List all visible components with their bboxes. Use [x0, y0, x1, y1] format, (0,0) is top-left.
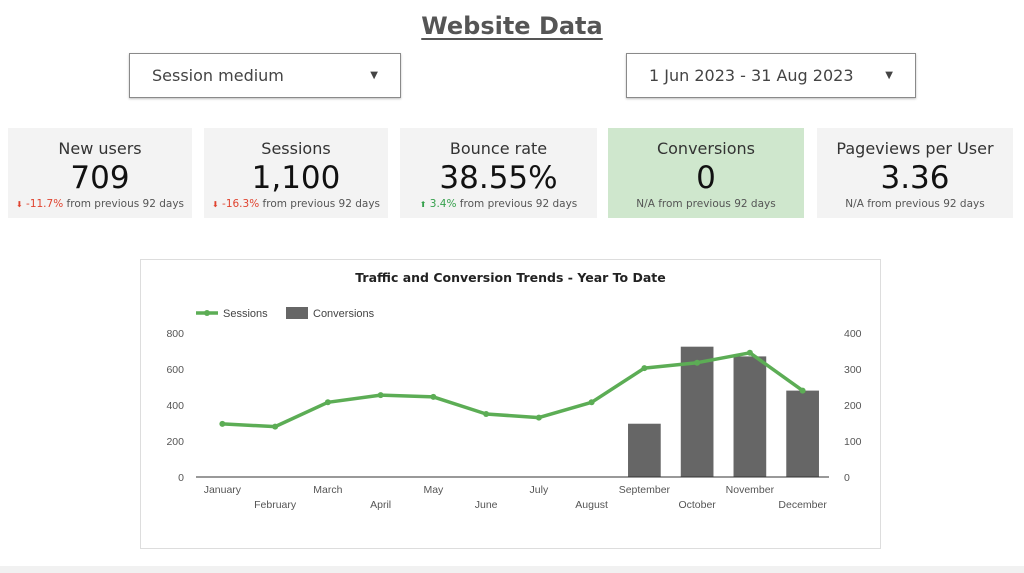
y-right-tick-label: 200 — [844, 400, 862, 412]
scorecard-label: Sessions — [261, 139, 331, 158]
sessions-point — [377, 392, 384, 399]
x-tick-label: May — [423, 484, 444, 496]
chart-title: Traffic and Conversion Trends - Year To … — [355, 270, 666, 285]
y-right-tick-label: 0 — [844, 472, 850, 484]
delta-suffix: from previous 92 days — [66, 198, 185, 211]
conversions-bar — [680, 346, 714, 477]
scorecard-label: Pageviews per User — [836, 139, 994, 158]
x-tick-label: March — [313, 484, 342, 496]
scorecard-bounce-rate: Bounce rate 38.55% ⬆ 3.4% from previous … — [400, 128, 597, 218]
sessions-point — [799, 387, 806, 394]
arrow-down-icon: ⬇ — [211, 200, 219, 210]
x-tick-label: November — [726, 484, 775, 496]
y-right-tick-label: 400 — [844, 328, 862, 340]
session-medium-dropdown[interactable]: Session medium ▼ — [129, 53, 401, 98]
conversions-bar — [786, 390, 819, 477]
x-tick-label: September — [619, 484, 671, 496]
scorecard-comparison: N/A from previous 92 days — [817, 198, 1013, 210]
scorecard-value: 709 — [70, 160, 130, 196]
sessions-point — [588, 399, 595, 406]
x-tick-label: July — [530, 484, 549, 496]
scorecard-pageviews-per-user: Pageviews per User 3.36 N/A from previou… — [817, 128, 1013, 218]
y-right-tick-label: 100 — [844, 436, 862, 448]
x-tick-label: June — [475, 499, 498, 511]
scorecard-new-users: New users 709 ⬇ -11.7% from previous 92 … — [8, 128, 192, 218]
y-left-tick-label: 800 — [166, 328, 184, 340]
delta-value: -16.3% — [222, 198, 260, 211]
x-tick-label: January — [204, 484, 242, 496]
sessions-line — [222, 351, 804, 429]
sessions-point — [535, 414, 542, 421]
conversions-bar — [733, 356, 767, 477]
legend-conversions-swatch — [286, 307, 308, 319]
sessions-point — [746, 349, 753, 356]
delta-suffix: from previous 92 days — [658, 198, 776, 211]
trend-chart: 0 200 400 600 800 0 100 200 300 400 January Februar… — [166, 307, 862, 511]
scorecard-label: Conversions — [656, 139, 756, 158]
scorecard-value: 0 — [696, 160, 716, 196]
caret-down-icon: ▼ — [885, 70, 893, 81]
scorecard-comparison: ⬇ -16.3% from previous 92 days — [204, 198, 388, 210]
delta-value: -11.7% — [26, 198, 64, 211]
page-footer-strip — [0, 566, 1024, 573]
scorecard-comparison: ⬆ 3.4% from previous 92 days — [400, 198, 597, 210]
x-tick-label: February — [254, 499, 297, 511]
legend-conversions-label: Conversions — [313, 308, 375, 320]
delta-suffix: from previous 92 days — [867, 198, 985, 211]
delta-suffix: from previous 92 days — [459, 198, 578, 211]
scorecard-value: 38.55% — [439, 160, 558, 196]
scorecard-comparison: ⬇ -11.7% from previous 92 days — [8, 198, 192, 210]
delta-suffix: from previous 92 days — [262, 198, 381, 211]
arrow-up-icon: ⬆ — [419, 200, 427, 210]
session-medium-label: Session medium — [152, 66, 284, 85]
scorecard-value: 3.36 — [880, 160, 950, 196]
trend-chart-panel: Traffic and Conversion Trends - Year To … — [140, 259, 881, 549]
sessions-point — [483, 411, 490, 417]
scorecard-sessions: Sessions 1,100 ⬇ -16.3% from previous 92… — [204, 128, 388, 218]
legend-sessions-marker — [204, 310, 210, 316]
sessions-point — [324, 399, 331, 406]
scorecard-comparison: N/A from previous 92 days — [608, 198, 804, 210]
y-left-tick-label: 600 — [166, 364, 184, 376]
x-tick-label: April — [370, 499, 391, 511]
sessions-point — [430, 393, 437, 400]
date-range-label: 1 Jun 2023 - 31 Aug 2023 — [649, 66, 854, 85]
legend-sessions-label: Sessions — [223, 308, 268, 320]
sessions-point — [694, 359, 701, 366]
y-left-tick-label: 200 — [166, 436, 184, 448]
y-left-tick-label: 400 — [166, 400, 184, 412]
scorecard-conversions: Conversions 0 N/A from previous 92 days — [608, 128, 804, 218]
x-tick-label: October — [678, 499, 716, 511]
delta-value: N/A — [845, 198, 864, 211]
conversions-bar — [628, 423, 661, 477]
sessions-point — [219, 420, 226, 427]
delta-value: N/A — [636, 198, 655, 211]
page-title: Website Data — [421, 12, 603, 40]
y-left-tick-label: 0 — [178, 472, 184, 484]
scorecard-label: New users — [58, 139, 142, 158]
caret-down-icon: ▼ — [370, 70, 378, 81]
sessions-point — [272, 423, 279, 430]
scorecard-label: Bounce rate — [449, 139, 548, 158]
x-tick-label: December — [778, 499, 827, 511]
sessions-point — [641, 365, 648, 372]
arrow-down-icon: ⬇ — [15, 200, 23, 210]
y-right-tick-label: 300 — [844, 364, 862, 376]
scorecard-value: 1,100 — [251, 160, 341, 196]
delta-value: 3.4% — [429, 198, 457, 211]
x-tick-label: August — [575, 499, 608, 511]
date-range-picker[interactable]: 1 Jun 2023 - 31 Aug 2023 ▼ — [626, 53, 916, 98]
